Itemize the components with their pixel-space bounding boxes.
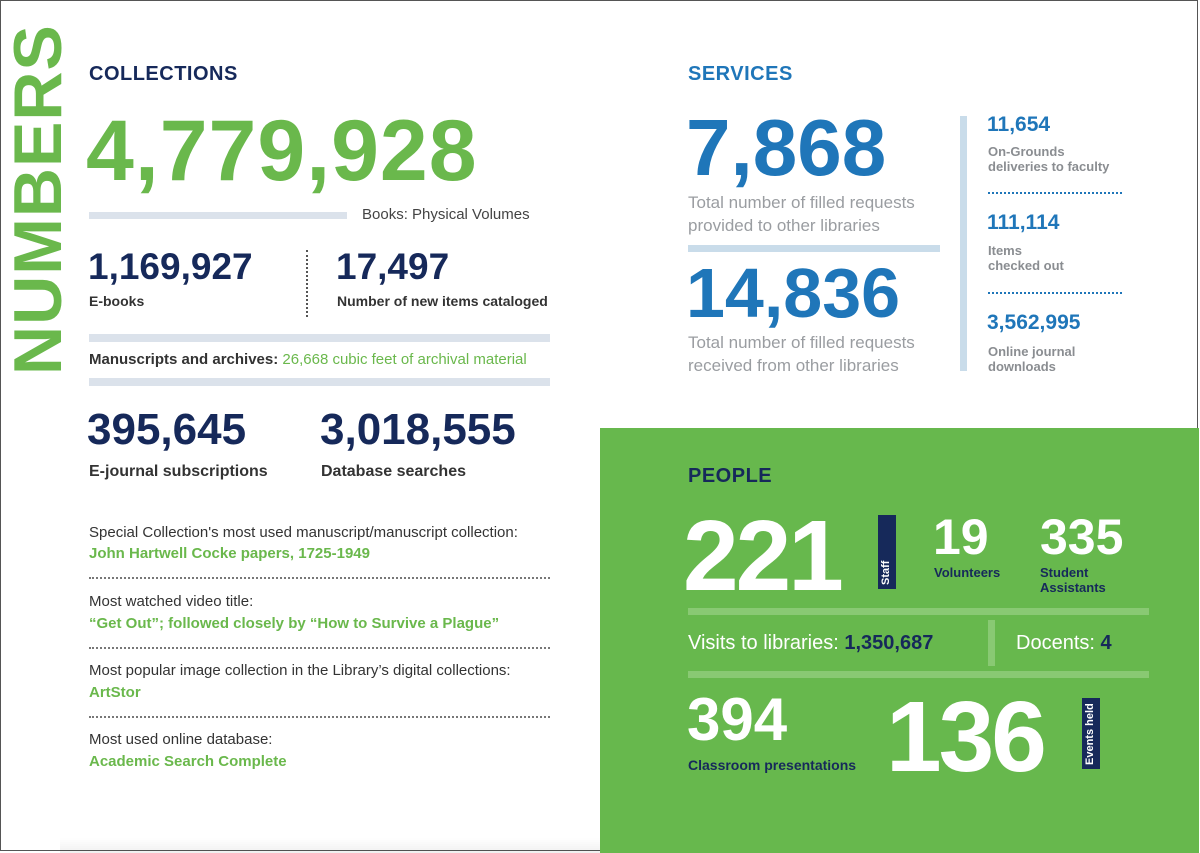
collections-heading: COLLECTIONS — [89, 63, 238, 85]
books-label: Books: Physical Volumes — [362, 206, 530, 223]
fact-divider — [89, 716, 550, 718]
ejournal-label: E-journal subscriptions — [89, 463, 268, 480]
new-items-label: Number of new items cataloged — [337, 293, 548, 309]
provided-label-line1: Total number of filled requests — [688, 193, 915, 212]
deliveries-label-line1: On-Grounds — [988, 144, 1065, 159]
visits-label: Visits to libraries: — [688, 632, 839, 654]
classroom-label: Classroom presentations — [688, 757, 857, 773]
events-label: Events held — [1082, 698, 1100, 769]
visits-value: 1,350,687 — [844, 632, 934, 654]
fact-divider — [89, 577, 550, 579]
services-vertical-bar — [960, 116, 967, 371]
volunteers-value: 19 — [933, 509, 989, 565]
deliveries-label-line2: deliveries to faculty — [988, 159, 1110, 174]
downloads-label-line2: downloads — [988, 359, 1056, 374]
ebooks-divider — [306, 250, 308, 317]
received-label-line2: received from other libraries — [688, 356, 899, 375]
students-label-line2: Assistants — [1040, 580, 1106, 595]
received-value: 14,836 — [686, 254, 901, 332]
fact-4-question: Most used online database: — [89, 731, 273, 748]
ebooks-label: E-books — [89, 293, 145, 309]
fact-2-question: Most watched video title: — [89, 593, 254, 610]
fact-divider — [89, 647, 550, 649]
staff-value: 221 — [683, 500, 844, 612]
students-label: Student Assistants — [1040, 565, 1106, 595]
db-label: Database searches — [321, 463, 466, 480]
page-shadow — [60, 838, 600, 853]
checkout-label-line1: Items — [988, 243, 1022, 258]
new-items-value: 17,497 — [336, 246, 450, 287]
checkout-label-line2: checked out — [988, 258, 1064, 273]
fact-4-answer: Academic Search Complete — [89, 753, 287, 770]
fact-3-answer: ArtStor — [89, 684, 141, 701]
people-vertical-bar — [988, 620, 995, 666]
manuscripts-value: 26,668 cubic feet of archival material — [282, 351, 527, 368]
deliveries-label: On-Grounds deliveries to faculty — [988, 144, 1109, 174]
manuscripts-bar-top — [89, 334, 550, 342]
services-divider — [988, 292, 1122, 294]
books-value: 4,779,928 — [86, 103, 478, 199]
manuscripts-row: Manuscripts and archives: 26,668 cubic f… — [89, 351, 527, 368]
received-label: Total number of filled requests received… — [688, 331, 915, 377]
checkout-value: 111,114 — [987, 211, 1060, 234]
manuscripts-bar-bottom — [89, 378, 550, 386]
fact-2-answer: “Get Out”; followed closely by “How to S… — [89, 615, 500, 632]
docents-row: Docents: 4 — [1016, 632, 1112, 655]
people-bar-bottom — [688, 671, 1149, 678]
services-heading: SERVICES — [688, 63, 793, 85]
fact-3-question: Most popular image collection in the Lib… — [89, 662, 511, 679]
provided-label-line2: provided to other libraries — [688, 216, 880, 235]
fact-1-answer: John Hartwell Cocke papers, 1725-1949 — [89, 545, 370, 562]
services-bar — [688, 245, 940, 252]
books-bar — [89, 212, 347, 219]
ejournal-value: 395,645 — [87, 405, 247, 454]
visits-row: Visits to libraries: 1,350,687 — [688, 632, 933, 655]
docents-label: Docents: — [1016, 632, 1095, 654]
services-divider — [988, 192, 1122, 194]
people-heading: PEOPLE — [688, 465, 773, 487]
fact-1-question: Special Collection's most used manuscrip… — [89, 524, 518, 541]
staff-label: Staff — [878, 515, 896, 589]
events-value: 136 — [886, 681, 1047, 793]
downloads-label: Online journal downloads — [988, 344, 1075, 374]
classroom-value: 394 — [687, 686, 788, 753]
checkout-label: Items checked out — [988, 243, 1064, 273]
provided-value: 7,868 — [686, 103, 887, 192]
people-bar-top — [688, 608, 1149, 615]
volunteers-label: Volunteers — [934, 565, 1001, 580]
deliveries-value: 11,654 — [987, 113, 1051, 136]
downloads-label-line1: Online journal — [988, 344, 1076, 359]
provided-label: Total number of filled requests provided… — [688, 191, 915, 237]
received-label-line1: Total number of filled requests — [688, 333, 915, 352]
ebooks-value: 1,169,927 — [88, 246, 253, 287]
docents-value: 4 — [1100, 632, 1112, 654]
downloads-value: 3,562,995 — [987, 311, 1081, 334]
students-label-line1: Student — [1040, 565, 1089, 580]
students-value: 335 — [1040, 509, 1124, 565]
manuscripts-label: Manuscripts and archives: — [89, 351, 279, 368]
db-value: 3,018,555 — [320, 405, 516, 454]
side-title: NUMBERS — [0, 24, 76, 375]
people-panel — [600, 428, 1199, 853]
